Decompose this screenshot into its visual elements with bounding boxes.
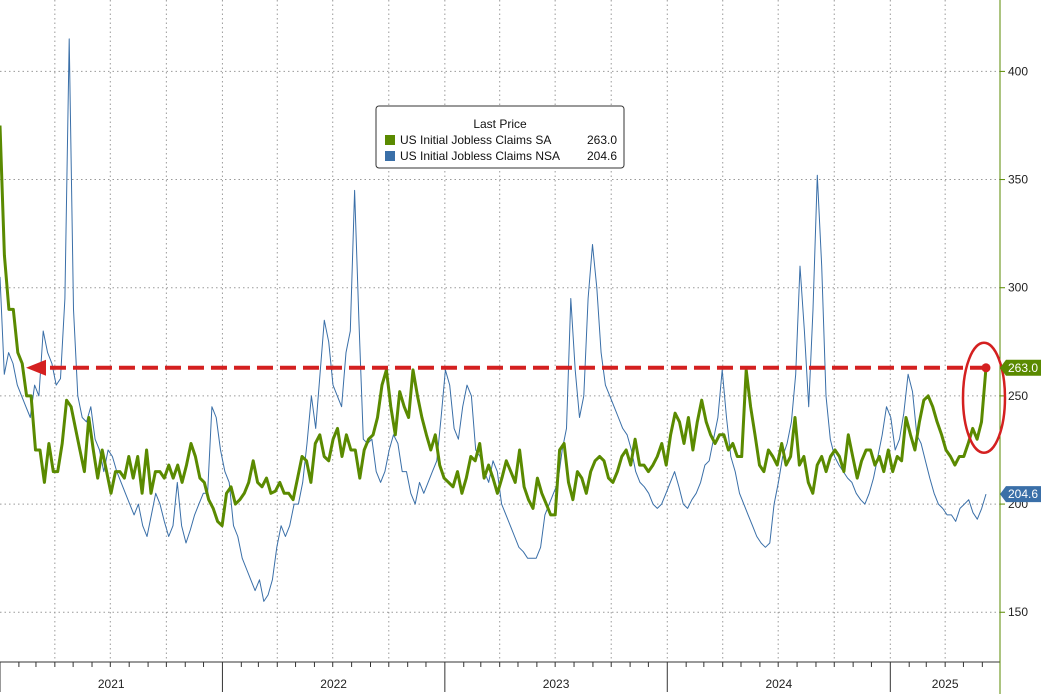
legend-title: Last Price: [473, 117, 527, 131]
x-year-label: 2024: [765, 677, 792, 691]
legend-value-sa: 263.0: [587, 133, 617, 147]
legend-label-nsa: US Initial Jobless Claims NSA: [400, 149, 560, 163]
x-year-label: 2022: [320, 677, 347, 691]
annotations: [26, 341, 1007, 455]
value-tag-nsa: 204.6: [1000, 486, 1041, 503]
series-line-nsa: [0, 38, 987, 602]
arrow-start-dot: [981, 363, 991, 373]
series-line-sa: [0, 125, 988, 528]
value-tag-box: [1000, 486, 1041, 503]
legend: Last Price US Initial Jobless Claims SA …: [375, 105, 625, 169]
x-year-label: 2021: [98, 677, 125, 691]
legend-label-sa: US Initial Jobless Claims SA: [400, 133, 551, 147]
highlight-circle: [961, 341, 1007, 455]
y-tick-label: 150: [1008, 605, 1028, 619]
series-lines: [0, 38, 988, 602]
legend-swatch-sa: [385, 135, 395, 145]
value-tags: 263.0 204.6: [1000, 359, 1041, 503]
value-tag-box: [1000, 359, 1041, 376]
value-tag-label: 263.0: [1008, 361, 1038, 375]
y-tick-label: 300: [1008, 281, 1028, 295]
arrow-head: [26, 359, 46, 376]
legend-box: [375, 105, 625, 169]
legend-value-nsa: 204.6: [587, 149, 617, 163]
y-tick-label: 250: [1008, 389, 1028, 403]
y-tick-label: 400: [1008, 64, 1028, 78]
grid-lines: [0, 0, 1000, 662]
value-tag-sa: 263.0: [1000, 359, 1041, 376]
value-tag-label: 204.6: [1008, 487, 1038, 501]
y-tick-label: 350: [1008, 173, 1028, 187]
x-year-label: 2025: [932, 677, 959, 691]
x-year-label: 2023: [543, 677, 570, 691]
legend-swatch-nsa: [385, 151, 395, 161]
